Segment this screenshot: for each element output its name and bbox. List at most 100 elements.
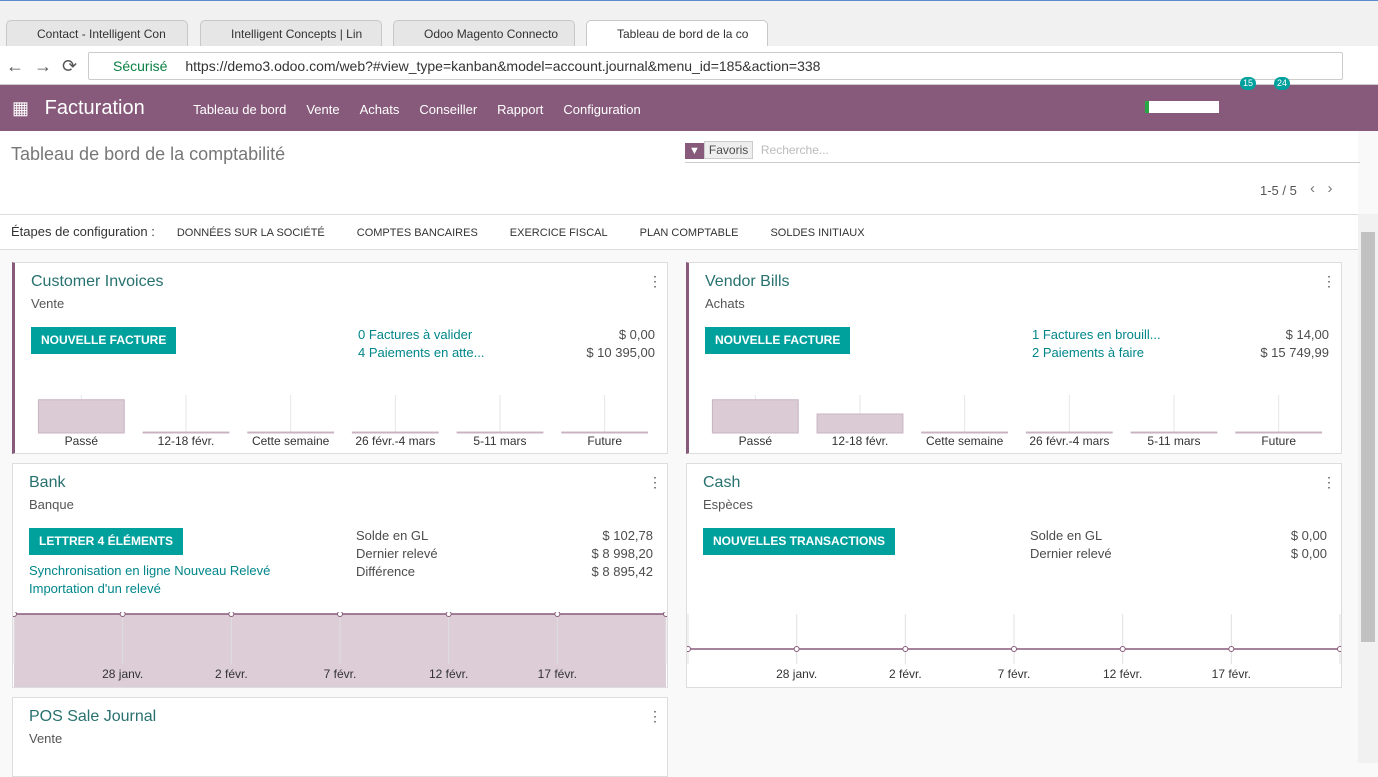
bar bbox=[1235, 431, 1323, 434]
stat-amount: $ 14,00 bbox=[1285, 327, 1329, 342]
url: https://demo3.odoo.com/web?#view_type=ka… bbox=[185, 58, 821, 74]
x-tick-label: Passé bbox=[65, 434, 99, 448]
setup-step[interactable]: PLAN COMPTABLE bbox=[639, 227, 739, 239]
x-tick-label: 2 févr. bbox=[889, 667, 922, 681]
card-menu[interactable]: ⋮ bbox=[648, 474, 662, 490]
stat-label: Dernier relevé bbox=[1030, 546, 1112, 561]
setup-step[interactable]: EXERCICE FISCAL bbox=[509, 227, 608, 239]
card-subtitle: Vente bbox=[29, 731, 63, 746]
stat-label: 0 Factures à valider bbox=[358, 327, 473, 342]
stat-amount: $ 0,00 bbox=[1290, 546, 1327, 561]
breadcrumb: Tableau de bord de la comptabilité bbox=[11, 144, 286, 164]
bar bbox=[921, 431, 1009, 434]
apps-icon[interactable]: ▦ bbox=[12, 98, 30, 118]
address-bar[interactable]: Sécurisé https://demo3.odoo.com/web?#vie… bbox=[88, 52, 1343, 80]
x-tick-label: 17 févr. bbox=[538, 667, 577, 681]
bar bbox=[711, 399, 799, 434]
bar bbox=[816, 413, 904, 434]
bar bbox=[37, 399, 125, 434]
progress bbox=[1145, 101, 1219, 113]
stat-label: 1 Factures en brouill... bbox=[1032, 327, 1161, 342]
setup-bar: Étapes de configuration : DONNÉES SUR LA … bbox=[0, 214, 1358, 250]
scrollbar[interactable] bbox=[1358, 214, 1378, 763]
point bbox=[1011, 646, 1017, 652]
stat-label: 4 Paiements en atte... bbox=[358, 345, 485, 360]
card-subtitle: Espèces bbox=[703, 497, 753, 512]
menu[interactable]: Vente bbox=[306, 102, 340, 117]
x-tick-label: 26 févr.-4 mars bbox=[355, 434, 435, 448]
search-placeholder: Recherche... bbox=[760, 143, 829, 157]
activity-count[interactable]: 15 bbox=[1240, 77, 1257, 90]
point bbox=[902, 646, 909, 652]
x-tick-label: 7 févr. bbox=[324, 667, 357, 681]
tab[interactable]: Tableau de bord de la co bbox=[586, 20, 768, 46]
stat-row: Différence $ 8 895,42 bbox=[356, 564, 653, 582]
stat-amount: $ 0,00 bbox=[618, 327, 655, 342]
stat-row: Solde en GL $ 0,00 bbox=[1030, 528, 1327, 546]
x-tick-label: Cette semaine bbox=[926, 434, 1004, 448]
x-tick-label: 5-11 mars bbox=[1147, 434, 1200, 448]
point bbox=[1228, 646, 1235, 652]
card-title: POS Sale Journal bbox=[29, 708, 157, 725]
x-tick-label: 12 févr. bbox=[1103, 667, 1142, 681]
card-menu[interactable]: ⋮ bbox=[1322, 474, 1336, 490]
tab[interactable]: Odoo Magento Connecto bbox=[393, 20, 575, 46]
card-menu[interactable]: ⋮ bbox=[1322, 273, 1336, 289]
point bbox=[337, 612, 343, 617]
stat-amount: $ 10 395,00 bbox=[586, 345, 655, 360]
stat-label: Solde en GL bbox=[1030, 528, 1103, 543]
stat-amount: $ 8 895,42 bbox=[591, 564, 653, 579]
point bbox=[793, 646, 800, 652]
tab[interactable]: Intelligent Concepts | Lin bbox=[200, 20, 382, 46]
card-button[interactable]: NOUVELLES TRANSACTIONS bbox=[703, 528, 896, 555]
control-panel bbox=[0, 131, 1358, 214]
setup-label: Étapes de configuration : bbox=[11, 224, 155, 239]
setup-step[interactable]: DONNÉES SUR LA SOCIÉTÉ bbox=[176, 227, 325, 239]
journal-card: Bank Banque ⋮ LETTRER 4 ÉLÉMENTS Solde en GL… bbox=[12, 463, 668, 688]
chart: 28 janv. 2 févr. 7 févr. 12 févr. 17 févr. bbox=[13, 612, 667, 687]
pager-arrows[interactable]: ‹ › bbox=[1310, 180, 1333, 197]
menu[interactable]: Tableau de bord bbox=[193, 102, 287, 117]
menu[interactable]: Rapport bbox=[497, 102, 544, 117]
menu[interactable]: Conseiller bbox=[419, 102, 478, 117]
x-tick-label: 12 févr. bbox=[429, 667, 468, 681]
navbar: ▦ Facturation Tableau de bord Vente Achats… bbox=[0, 77, 1378, 131]
card-button[interactable]: LETTRER 4 ÉLÉMENTS bbox=[29, 528, 184, 555]
stat-label: Solde en GL bbox=[356, 528, 429, 543]
message-count[interactable]: 24 bbox=[1274, 77, 1291, 90]
chart: Passé 12-18 févr. Cette semaine 26 févr.-4 … bbox=[711, 395, 1323, 448]
setup-step[interactable]: SOLDES INITIAUX bbox=[770, 227, 865, 239]
tab[interactable]: Contact - Intelligent Con bbox=[6, 20, 188, 46]
x-tick-label: Future bbox=[587, 434, 622, 448]
point bbox=[445, 612, 452, 617]
x-tick-label: Passé bbox=[739, 434, 773, 448]
point bbox=[1337, 646, 1341, 652]
setup-step[interactable]: COMPTES BANCAIRES bbox=[356, 227, 478, 239]
x-tick-label: 12-18 févr. bbox=[158, 434, 215, 448]
point bbox=[663, 612, 667, 617]
card-title: Vendor Bills bbox=[705, 273, 790, 290]
menu[interactable]: Configuration bbox=[563, 102, 641, 117]
x-tick-label: Cette semaine bbox=[252, 434, 330, 448]
card-menu[interactable]: ⋮ bbox=[648, 273, 662, 289]
journal-card: Customer Invoices Vente ⋮ NOUVELLE FACTURE 0… bbox=[12, 262, 668, 454]
stat-row: 4 Paiements en atte... $ 10 395,00 bbox=[358, 345, 655, 363]
stat-row: Solde en GL $ 102,78 bbox=[356, 528, 653, 546]
card-menu[interactable]: ⋮ bbox=[648, 708, 662, 724]
bar bbox=[1130, 431, 1218, 434]
search-bar[interactable]: ▼ Favoris Recherche... bbox=[685, 141, 1360, 163]
card-subtitle: Achats bbox=[705, 296, 745, 311]
pager: 1-5 / 5 bbox=[1260, 183, 1297, 198]
x-tick-label: 12-18 févr. bbox=[832, 434, 889, 448]
card-button[interactable]: NOUVELLE FACTURE bbox=[705, 327, 851, 354]
stat-amount: $ 8 998,20 bbox=[591, 546, 653, 561]
card-button[interactable]: NOUVELLE FACTURE bbox=[31, 327, 177, 354]
point bbox=[13, 612, 17, 617]
stat-amount: $ 15 749,99 bbox=[1260, 345, 1329, 360]
bar bbox=[456, 431, 544, 434]
nav-buttons[interactable]: ← → ⟳ bbox=[6, 56, 78, 76]
chart: 28 janv. 2 févr. 7 févr. 12 févr. 17 févr. bbox=[687, 614, 1341, 681]
stat-label: Dernier relevé bbox=[356, 546, 438, 561]
menu[interactable]: Achats bbox=[359, 102, 400, 117]
